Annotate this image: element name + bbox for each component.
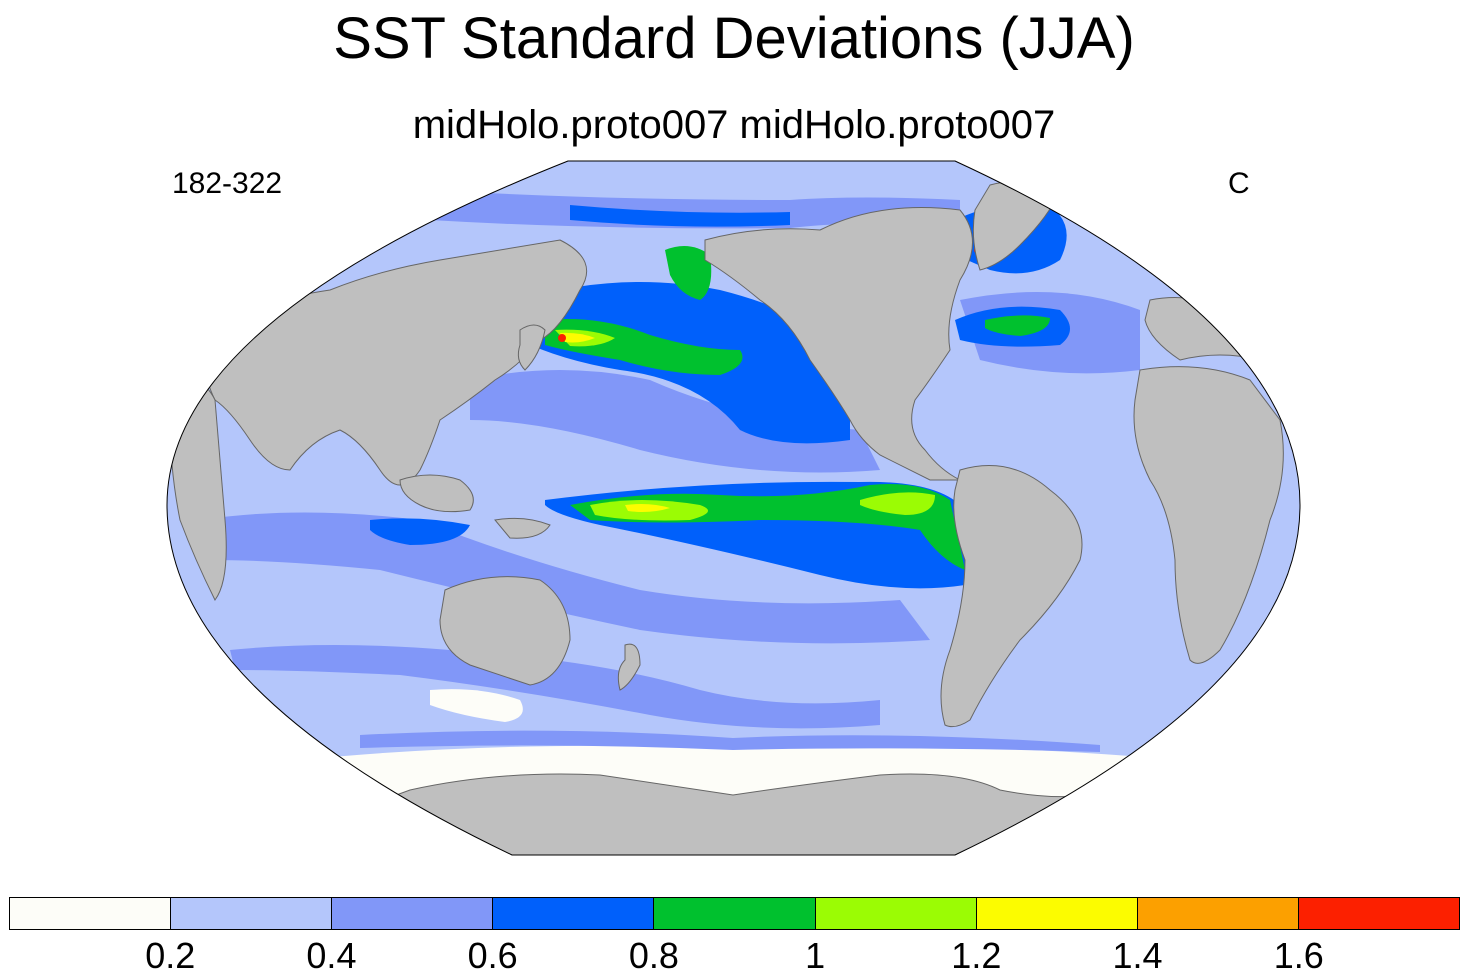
colorbar-box bbox=[653, 898, 815, 929]
band-0-8-bering bbox=[665, 246, 712, 300]
band-0-4-south-pacific bbox=[230, 645, 880, 729]
colorbar-tick-label: 1.6 bbox=[1273, 935, 1324, 976]
map-outline bbox=[166, 160, 1301, 856]
colorbar-box bbox=[975, 898, 1137, 929]
colorbar-box bbox=[1297, 898, 1459, 929]
land-antarctica bbox=[299, 773, 1181, 855]
units-label: C bbox=[1228, 167, 1250, 200]
land-indonesia bbox=[399, 474, 474, 513]
land-japan bbox=[517, 324, 546, 371]
colorbar-tick-label: 1.2 bbox=[951, 935, 1002, 976]
colorbar-tick-label: 0.4 bbox=[306, 935, 357, 976]
colorbar-tick-label: 1.4 bbox=[1112, 935, 1163, 976]
land-new-zealand bbox=[617, 643, 641, 691]
colorbar-box bbox=[10, 898, 171, 929]
band-1-2-equatorial bbox=[625, 504, 670, 512]
land-africa bbox=[1133, 366, 1284, 664]
band-0-6-arctic bbox=[570, 205, 790, 227]
colorbar-tick-label: 0.6 bbox=[467, 935, 518, 976]
colorbar-box bbox=[331, 898, 493, 929]
band-0-4-tropical-south bbox=[200, 512, 930, 644]
colorbar-box bbox=[492, 898, 654, 929]
land-south-america bbox=[940, 465, 1083, 728]
band-0-6-indonesia bbox=[370, 518, 470, 545]
band-1-0-equatorial-east bbox=[860, 492, 935, 515]
land-australia bbox=[439, 576, 571, 686]
colorbar-tick-label: 0.2 bbox=[145, 935, 196, 976]
band-1-2-kuroshio bbox=[560, 332, 595, 343]
land-africa-west-edge bbox=[169, 377, 227, 601]
colorbar-tick-label: 0.8 bbox=[628, 935, 679, 976]
colorbar bbox=[9, 897, 1460, 930]
colorbar-tick-label: 1 bbox=[805, 935, 826, 976]
band-0-4-southern bbox=[360, 730, 1100, 752]
colorbar-box bbox=[1136, 898, 1298, 929]
left-string: 182-322 bbox=[172, 167, 283, 200]
colorbar-box bbox=[814, 898, 976, 929]
land-new-guinea bbox=[494, 517, 551, 539]
colorbar-box bbox=[170, 898, 332, 929]
southern-white-patch bbox=[430, 689, 523, 722]
land-eurasia-west bbox=[205, 239, 588, 486]
land-north-america bbox=[704, 207, 973, 481]
figure-subtitle: midHolo.proto007 midHolo.proto007 bbox=[412, 103, 1056, 147]
band-0-4-arctic bbox=[430, 190, 960, 229]
figure-title: SST Standard Deviations (JJA) bbox=[333, 6, 1135, 71]
band-0-8-gulf-stream bbox=[985, 315, 1050, 336]
band-0-4-north-pacific bbox=[470, 370, 880, 473]
colorbar-labels: 0.2 0.4 0.6 0.8 1 1.2 1.4 1.6 bbox=[0, 934, 1468, 978]
band-1-6-kuroshio bbox=[558, 334, 566, 342]
